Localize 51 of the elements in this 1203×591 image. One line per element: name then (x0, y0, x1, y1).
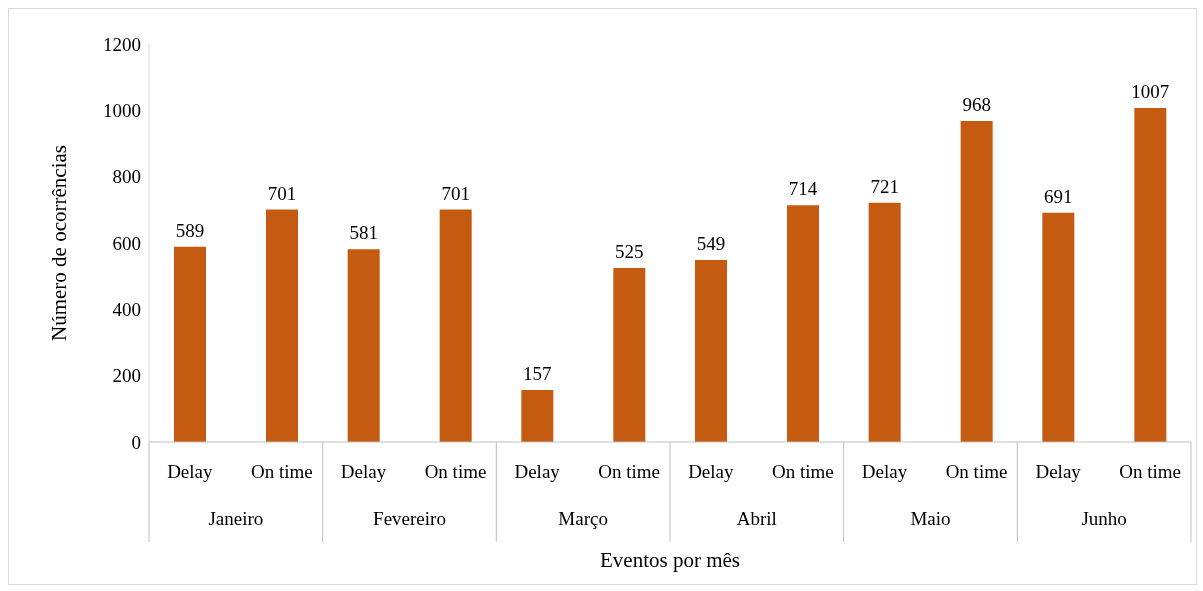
data-label: 701 (267, 182, 297, 204)
y-tick-label: 1000 (103, 100, 141, 122)
series-label: Delay (340, 461, 387, 482)
bar (439, 209, 472, 442)
data-label: 157 (523, 362, 552, 384)
y-tick-label: 200 (112, 365, 141, 387)
x-tick-label: Maio (910, 508, 951, 529)
bar (960, 120, 993, 442)
data-label: 968 (962, 93, 991, 115)
text: Delay (167, 461, 213, 482)
text: On time (250, 461, 313, 482)
data-label: 589 (175, 219, 205, 241)
text: On time (1119, 461, 1182, 482)
bar (613, 267, 646, 442)
y-axis-title: Número de ocorrências (47, 145, 72, 341)
text: Delay (861, 461, 908, 482)
bar (695, 259, 727, 442)
y-tick-label: 400 (112, 299, 141, 321)
series-label: On time (598, 461, 661, 482)
y-tick-label: 0 (131, 431, 141, 453)
x-axis-title: Eventos por mês (600, 548, 740, 572)
x-tick-label: Janeiro (208, 508, 264, 529)
data-label: 549 (696, 232, 726, 254)
y-tick-label: 800 (112, 166, 141, 188)
data-label: 701 (441, 182, 470, 204)
bar (1134, 108, 1167, 442)
x-tick-label: Junho (1081, 508, 1127, 529)
data-label: 721 (870, 175, 899, 197)
text: On time (771, 461, 834, 482)
x-tick-label: Fevereiro (373, 508, 446, 529)
text: Delay (514, 461, 560, 482)
bar (174, 246, 206, 442)
bar (1042, 212, 1075, 442)
bar (347, 249, 380, 442)
y-tick-label: 1200 (103, 33, 141, 55)
bar (868, 202, 901, 442)
text: On time (424, 461, 487, 482)
x-tick-label: Abril (736, 508, 777, 529)
text: Delay (1035, 461, 1081, 482)
data-label: 714 (788, 178, 818, 200)
bar (521, 389, 554, 442)
x-tick-label: Março (558, 508, 608, 529)
data-label: 581 (349, 222, 378, 244)
data-label: 691 (1044, 185, 1073, 207)
bar (787, 205, 819, 442)
data-label: 1007 (1131, 81, 1170, 103)
text: On time (945, 461, 1008, 482)
data-label: 525 (615, 240, 644, 262)
bar (266, 209, 298, 442)
text: Delay (688, 461, 734, 482)
y-tick-label: 600 (112, 232, 141, 254)
